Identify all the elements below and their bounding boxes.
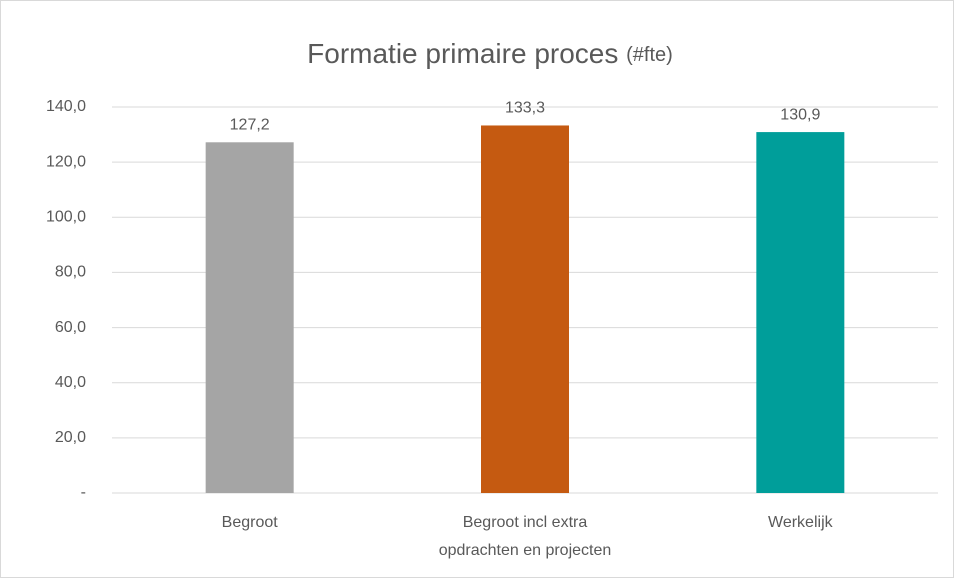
y-tick-label: 100,0 — [46, 209, 86, 226]
chart-title-unit: (#fte) — [626, 44, 673, 66]
y-tick-label: 20,0 — [55, 429, 86, 446]
data-label: 133,3 — [505, 100, 545, 117]
x-tick-label-line: opdrachten en projecten — [439, 542, 612, 559]
chart-title: Formatie primaire proces — [307, 38, 618, 69]
x-tick-label-line: Begroot — [222, 514, 279, 531]
x-tick-label-line: Werkelijk — [768, 514, 834, 531]
y-tick-label: 60,0 — [55, 319, 86, 336]
bar — [481, 125, 569, 494]
bar — [205, 142, 294, 493]
data-label: 127,2 — [230, 117, 270, 134]
x-tick-label: Werkelijk — [768, 514, 834, 531]
chart-title-group: Formatie primaire proces (#fte) — [307, 38, 673, 69]
bar — [756, 132, 845, 493]
x-tick-label-line: Begroot incl extra — [463, 514, 588, 531]
y-tick-label: 120,0 — [46, 153, 86, 170]
x-tick-label: Begroot — [222, 514, 279, 531]
y-tick-label: - — [81, 484, 86, 501]
x-tick-label: Begroot incl extra opdrachten en projecte… — [439, 514, 612, 559]
y-tick-label: 140,0 — [46, 98, 86, 115]
data-label: 130,9 — [780, 106, 820, 123]
y-tick-label: 40,0 — [55, 374, 86, 391]
y-tick-label: 80,0 — [55, 264, 86, 281]
